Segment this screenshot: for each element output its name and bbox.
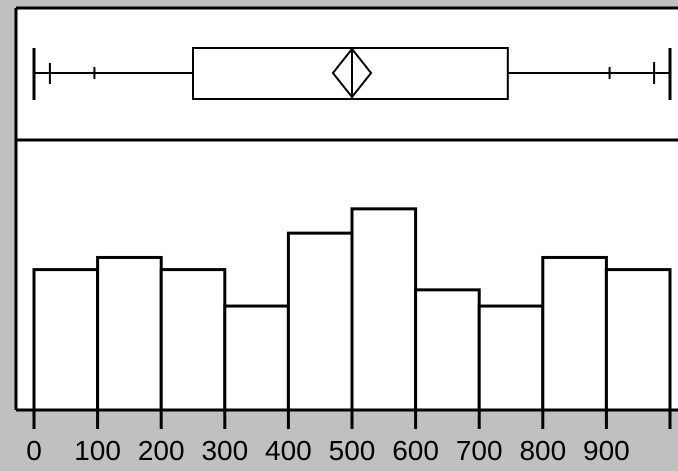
histogram-bar-8	[477, 304, 545, 412]
x-axis-tick-label: 900	[583, 435, 630, 466]
x-axis: 0 100 200 300 400 500 600 700 800 900	[16, 408, 678, 466]
x-axis-tick-label: 500	[329, 435, 376, 466]
x-axis-tick-label: 600	[392, 435, 439, 466]
histogram-bar-9	[541, 255, 608, 412]
histogram-bar-10	[604, 268, 672, 412]
x-axis-tick-label: 700	[456, 435, 503, 466]
boxplot-mean-diamond	[331, 47, 373, 99]
histogram-bar-3	[159, 268, 227, 412]
histogram	[32, 207, 672, 412]
histogram-bar-6	[350, 207, 418, 412]
x-axis-tick-label: 0	[26, 435, 42, 466]
boxplot-box	[192, 47, 509, 100]
x-axis-tick-label: 200	[138, 435, 185, 466]
histogram-bar-5	[286, 231, 354, 412]
histogram-bar-4	[223, 304, 290, 412]
histogram-bar-1	[32, 268, 100, 412]
x-axis-tick-label: 400	[265, 435, 312, 466]
histogram-bar-7	[414, 288, 481, 412]
histogram-bar-2	[96, 255, 163, 412]
boxplot	[32, 47, 672, 100]
x-axis-tick-label: 800	[519, 435, 566, 466]
x-axis-tick-label: 100	[74, 435, 121, 466]
x-axis-tick-label: 300	[201, 435, 248, 466]
